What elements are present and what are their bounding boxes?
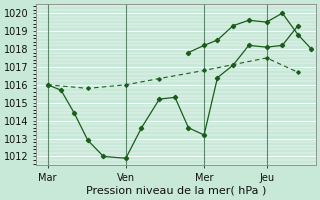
X-axis label: Pression niveau de la mer( hPa ): Pression niveau de la mer( hPa )	[86, 186, 266, 196]
